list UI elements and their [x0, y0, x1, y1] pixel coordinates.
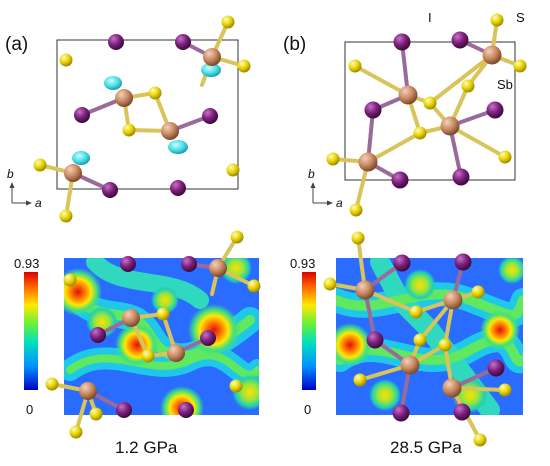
colorbar-max-label: 0.93 [14, 256, 39, 271]
pressure-label-b: 28.5 GPa [390, 438, 462, 457]
colorbar-min-label: 0 [304, 402, 311, 417]
panel-a-label: (a) [5, 34, 28, 55]
lone-pair [104, 76, 122, 90]
panel-a-elf-map: 0.93 0 [14, 231, 268, 458]
panel-b-structure: (b) I S Sb [283, 10, 527, 217]
legend-iodine-label: I [428, 10, 432, 25]
pressure-label-a: 1.2 GPa [115, 438, 178, 457]
colorbar-b: 0.93 0 [290, 256, 316, 417]
axis-b-label: b [7, 167, 14, 181]
panel-b-elf-map: 0.93 0 [290, 232, 526, 458]
legend-sulfur-label: S [516, 10, 525, 25]
colorbar-max-label: 0.93 [290, 256, 315, 271]
legend-antimony-label: Sb [497, 77, 513, 92]
lone-pair [72, 151, 90, 165]
axis-b-label: b [308, 167, 315, 181]
lone-pair [168, 140, 188, 154]
axis-a-label: a [336, 196, 343, 210]
colorbar-a: 0.93 0 [14, 256, 39, 417]
panel-a-structure: (a) [5, 16, 251, 223]
axis-indicator-a: b a [7, 167, 42, 210]
iodine-atoms-a [74, 34, 218, 198]
axis-a-label: a [35, 196, 42, 210]
axis-indicator-b: b a [308, 167, 343, 210]
colorbar-min-label: 0 [26, 402, 33, 417]
panel-b-label: (b) [283, 34, 306, 55]
